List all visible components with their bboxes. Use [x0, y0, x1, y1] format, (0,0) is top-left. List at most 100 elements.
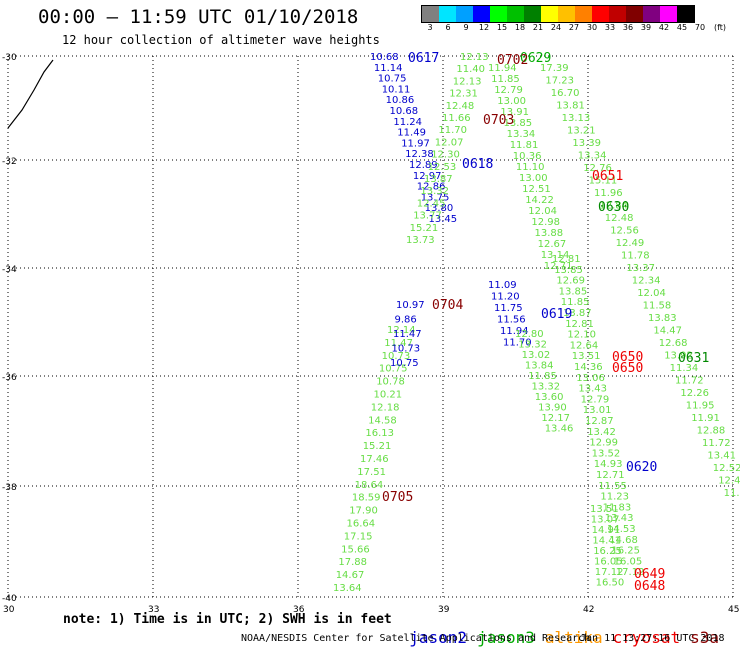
- swh-value-label: 11.78: [621, 251, 650, 262]
- swh-value-label: 10.86: [386, 95, 415, 106]
- swh-value-label: 13.92: [664, 351, 693, 362]
- legend-swatch: [626, 6, 643, 22]
- swh-value-label: 13.90: [538, 403, 567, 414]
- swh-value-label: 16.64: [347, 519, 376, 530]
- swh-value-label: 12.45: [417, 198, 446, 209]
- swh-value-label: 17.15: [344, 531, 373, 542]
- swh-value-label: 12.30: [431, 150, 460, 161]
- swh-value-label: 13.84: [525, 361, 554, 372]
- swh-value-label: 11.70: [438, 125, 467, 136]
- swh-value-label: 12.79: [494, 85, 523, 96]
- coastline-path: [7, 59, 54, 129]
- swh-value-label: 17.46: [360, 454, 389, 465]
- sat-name-jason2: jason2: [409, 628, 468, 647]
- swh-value-label: 14.91: [592, 525, 621, 536]
- swh-value-label: 13.77: [413, 211, 442, 222]
- swh-value-label: 18.59: [352, 493, 381, 504]
- swh-value-label: 12.52: [713, 463, 740, 474]
- swh-value-label: 13.81: [556, 101, 585, 112]
- legend-swatch: [456, 6, 473, 22]
- swh-value-label: 11.96: [594, 188, 623, 199]
- lon-label: 33: [148, 605, 159, 615]
- swh-value-label: 12.87: [585, 416, 614, 427]
- swh-value-label: 14.41: [592, 536, 621, 547]
- legend-swatch: [507, 6, 524, 22]
- swh-value-label: 11.20: [491, 292, 520, 303]
- sat-name-altika: altika: [544, 628, 603, 647]
- page-title: 00:00 – 11:59 UTC 01/10/2018: [38, 6, 359, 28]
- swh-value-label: 12.10: [567, 330, 596, 341]
- swh-value-label: 10.68: [370, 52, 399, 63]
- legend-tick-label: 9: [463, 23, 469, 32]
- swh-value-label: 15.21: [410, 223, 439, 234]
- swh-value-label: 12.38: [405, 149, 434, 160]
- swh-value-label: 13.07: [591, 515, 620, 526]
- swh-value-label: 13.43: [578, 384, 607, 395]
- legend-swatch: [473, 6, 490, 22]
- swh-value-label: 11.34: [670, 363, 699, 374]
- swh-value-label: 14.22: [525, 195, 554, 206]
- swh-value-label: 10.97: [396, 300, 425, 311]
- swh-value-label: 13.88: [535, 228, 564, 239]
- swh-value-label: 17.12: [595, 567, 624, 578]
- legend-tick-label: 3: [427, 23, 433, 32]
- sat-name-jason3: jason3: [477, 628, 535, 647]
- lat-label: -34: [2, 265, 17, 275]
- lat-label: -32: [2, 157, 17, 167]
- swh-value-label: 13.85: [504, 118, 533, 129]
- swh-value-label: 14.67: [336, 570, 365, 581]
- swh-value-label: 14.53: [607, 524, 636, 535]
- swh-value-label: 12.88: [697, 426, 726, 437]
- swh-value-label: 12.81: [565, 319, 594, 330]
- swh-value-label: 12.17: [541, 413, 570, 424]
- swh-value-label: 12.98: [531, 217, 560, 228]
- swh-value-label: 13.83: [648, 313, 677, 324]
- page-subtitle: 12 hour collection of altimeter wave hei…: [62, 33, 380, 47]
- legend-tick-label: 24: [550, 23, 562, 32]
- swh-value-label: 11.10: [516, 162, 545, 173]
- legend-swatch: [643, 6, 660, 22]
- swh-value-label: 11.23: [600, 492, 629, 503]
- legend-swatch: [677, 6, 694, 22]
- swh-value-label: 12.43: [718, 476, 740, 487]
- swh-value-label: 11.81: [510, 140, 539, 151]
- legend-swatch: [660, 6, 677, 22]
- lat-label: -36: [2, 373, 17, 383]
- swh-value-label: 12.71: [544, 261, 573, 272]
- pass-id-label: 0651: [592, 169, 623, 184]
- swh-value-label: 13.42: [587, 427, 616, 438]
- lon-label: 42: [583, 605, 594, 615]
- legend-tick-label: 12: [478, 23, 490, 32]
- swh-value-label: 13.32: [420, 186, 449, 197]
- map-grid: [7, 55, 734, 598]
- pass-id-label: 0703: [483, 113, 514, 128]
- swh-value-label: 12.71: [596, 470, 625, 481]
- pass-id-label: 0649: [634, 567, 665, 582]
- pass-id-label: 0650: [612, 350, 643, 365]
- swh-value-label: 11.49: [397, 128, 426, 139]
- swh-value-label: 14.93: [594, 459, 623, 470]
- lon-label: 39: [438, 605, 450, 615]
- swh-value-label: 12.80: [515, 329, 544, 340]
- swh-value-label: 10.75: [378, 74, 407, 85]
- swh-value-label: 13.01: [583, 405, 612, 416]
- swh-value-label: 12.07: [435, 137, 464, 148]
- legend-swatch: [558, 6, 575, 22]
- swh-value-label: 10.21: [374, 390, 403, 401]
- sat-name-cryosat: cryosat: [612, 628, 681, 647]
- swh-value-label: 10.36: [513, 151, 542, 162]
- swh-value-label: 10.73: [382, 351, 411, 362]
- legend-unit: (ft): [713, 23, 727, 32]
- swh-value-label: 12.04: [528, 206, 557, 217]
- swh-value-label: 12.97: [413, 171, 442, 182]
- swh-value-label: 11.75: [494, 303, 523, 314]
- swh-value-label: 11.24: [393, 117, 422, 128]
- legend-tick-label: 45: [676, 23, 688, 32]
- swh-value-label: 12.69: [556, 276, 585, 287]
- swh-value-label: 13.45: [429, 214, 458, 225]
- swh-value-label: 14.58: [368, 415, 397, 426]
- swh-value-label: 14.68: [609, 535, 638, 546]
- swh-value-label: 12.34: [632, 276, 661, 287]
- swh-value-label: 13.37: [626, 263, 655, 274]
